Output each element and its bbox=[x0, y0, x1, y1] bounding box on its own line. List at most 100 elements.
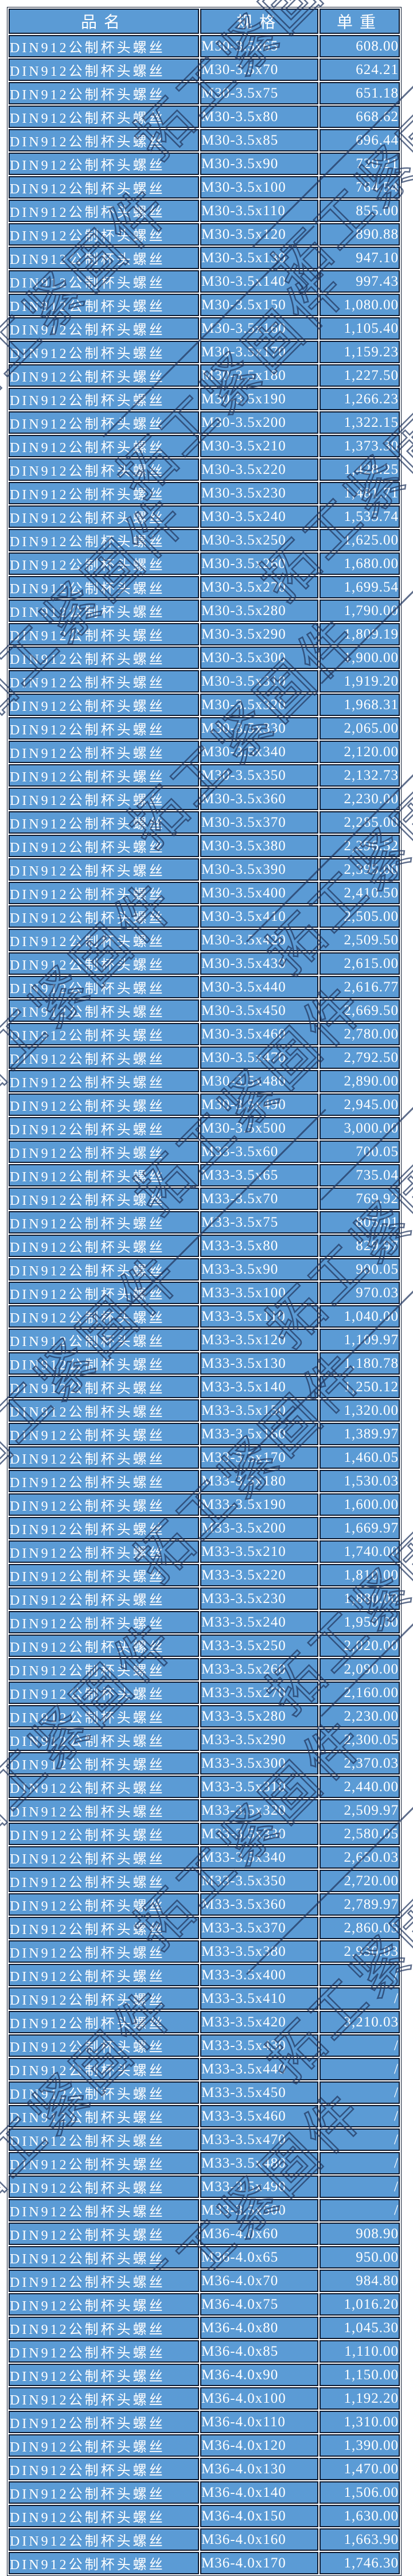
table-row: DIN912公制杯头螺丝 M30-3.5x350 2,132.73 bbox=[9, 764, 400, 787]
spec-cell: M30-3.5x290 bbox=[200, 623, 318, 645]
unit-weight-cell: 1,250.12 bbox=[320, 1376, 400, 1398]
product-name-cell: DIN912公制杯头螺丝 bbox=[9, 811, 199, 834]
product-name-cell: DIN912公制杯头螺丝 bbox=[9, 505, 199, 528]
table-row: DIN912公制杯头螺丝 M33-3.5x440/ bbox=[9, 2058, 400, 2080]
spec-cell: M30-3.5x160 bbox=[200, 317, 318, 340]
spec-cell: M36-4.0x75 bbox=[200, 2293, 318, 2316]
table-row: DIN912公制杯头螺丝 M33-3.5x210 1,740.00 bbox=[9, 1540, 400, 1563]
table-row: DIN912公制杯头螺丝 M33-3.5x460/ bbox=[9, 2105, 400, 2127]
table-row: DIN912公制杯头螺丝 M33-3.5x190 1,600.00 bbox=[9, 1493, 400, 1516]
spec-cell: M30-3.5x480 bbox=[200, 1070, 318, 1092]
spec-cell: M33-3.5x70 bbox=[200, 1188, 318, 1210]
table-row: DIN912公制杯头螺丝 M30-3.5x160 1,105.40 bbox=[9, 317, 400, 340]
product-name-cell: DIN912公制杯头螺丝 bbox=[9, 1752, 199, 1775]
product-name-cell: DIN912公制杯头螺丝 bbox=[9, 2058, 199, 2080]
unit-weight-cell: 1,266.23 bbox=[320, 388, 400, 410]
unit-weight-cell: 1,080.00 bbox=[320, 294, 400, 316]
table-row: DIN912公制杯头螺丝 M33-3.5x280 2,230.00 bbox=[9, 1705, 400, 1727]
unit-weight-cell: 1,810.00 bbox=[320, 1564, 400, 1586]
table-row: DIN912公制杯头螺丝 M30-3.5x210 1,373.30 bbox=[9, 435, 400, 457]
spec-cell: M30-3.5x260 bbox=[200, 552, 318, 575]
product-name-cell: DIN912公制杯头螺丝 bbox=[9, 858, 199, 881]
product-name-cell: DIN912公制杯头螺丝 bbox=[9, 2387, 199, 2410]
table-row: DIN912公制杯头螺丝 M30-3.5x130 947.10 bbox=[9, 247, 400, 269]
spec-cell: M33-3.5x130 bbox=[200, 1352, 318, 1375]
unit-weight-cell: / bbox=[320, 2199, 400, 2221]
product-name-cell: DIN912公制杯头螺丝 bbox=[9, 2246, 199, 2268]
product-name-cell: DIN912公制杯头螺丝 bbox=[9, 1258, 199, 1281]
spec-cell: M33-3.5x480 bbox=[200, 2152, 318, 2174]
col-header-spec: 规格 bbox=[200, 9, 318, 34]
spec-cell: M36-4.0x100 bbox=[200, 2387, 318, 2410]
unit-weight-cell: 890.88 bbox=[320, 223, 400, 246]
product-name-cell: DIN912公制杯头螺丝 bbox=[9, 1658, 199, 1680]
spec-cell: M33-3.5x230 bbox=[200, 1587, 318, 1610]
table-row: DIN912公制杯头螺丝 M30-3.5x500 3,000.00 bbox=[9, 1117, 400, 1139]
table-row: DIN912公制杯头螺丝 M30-3.5x100 764.54 bbox=[9, 176, 400, 199]
unit-weight-cell: 2,296.52 bbox=[320, 835, 400, 857]
spec-cell: M33-3.5x280 bbox=[200, 1705, 318, 1727]
product-name-cell: DIN912公制杯头螺丝 bbox=[9, 1141, 199, 1163]
col-header-unit-weight: 单重 bbox=[320, 9, 400, 34]
product-name-cell: DIN912公制杯头螺丝 bbox=[9, 1940, 199, 1963]
table-row: DIN912公制杯头螺丝 M36-4.0x60 908.90 bbox=[9, 2223, 400, 2245]
table-row: DIN912公制杯头螺丝 M36-4.0x120 1,390.00 bbox=[9, 2434, 400, 2457]
table-row: DIN912公制杯头螺丝 M30-3.5x320 1,968.31 bbox=[9, 694, 400, 716]
product-name-cell: DIN912公制杯头螺丝 bbox=[9, 2528, 199, 2551]
product-name-cell: DIN912公制杯头螺丝 bbox=[9, 59, 199, 81]
unit-weight-cell: 700.05 bbox=[320, 1141, 400, 1163]
unit-weight-cell: / bbox=[320, 2081, 400, 2104]
spec-cell: M33-3.5x450 bbox=[200, 2081, 318, 2104]
unit-weight-cell: 2,160.00 bbox=[320, 1682, 400, 1704]
unit-weight-cell: 1,470.00 bbox=[320, 2458, 400, 2480]
product-name-cell: DIN912公制杯头螺丝 bbox=[9, 1682, 199, 1704]
unit-weight-cell: 1,016.20 bbox=[320, 2293, 400, 2316]
table-row: DIN912公制杯头螺丝 M30-3.5x150 1,080.00 bbox=[9, 294, 400, 316]
spec-cell: M30-3.5x340 bbox=[200, 741, 318, 763]
table-row: DIN912公制杯头螺丝 M30-3.5x330 2,065.00 bbox=[9, 717, 400, 740]
spec-cell: M30-3.5x450 bbox=[200, 999, 318, 1022]
product-name-cell: DIN912公制杯头螺丝 bbox=[9, 670, 199, 692]
spec-cell: M33-3.5x320 bbox=[200, 1799, 318, 1822]
table-row: DIN912公制杯头螺丝 M30-3.5x310 1,919.20 bbox=[9, 670, 400, 692]
table-row: DIN912公制杯头螺丝 M30-3.5x300 1,900.00 bbox=[9, 647, 400, 669]
spec-cell: M30-3.5x210 bbox=[200, 435, 318, 457]
table-row: DIN912公制杯头螺丝 M33-3.5x430/ bbox=[9, 2034, 400, 2057]
spec-cell: M30-3.5x310 bbox=[200, 670, 318, 692]
unit-weight-cell: 1,699.54 bbox=[320, 576, 400, 598]
unit-weight-cell: 1,109.97 bbox=[320, 1329, 400, 1351]
spec-cell: M33-3.5x500 bbox=[200, 2199, 318, 2221]
table-row: DIN912公制杯头螺丝 M30-3.5x470 2,792.50 bbox=[9, 1046, 400, 1069]
product-name-cell: DIN912公制杯头螺丝 bbox=[9, 1611, 199, 1633]
unit-weight-cell: / bbox=[320, 2128, 400, 2151]
unit-weight-cell: 1,630.00 bbox=[320, 2505, 400, 2527]
unit-weight-cell: 2,300.05 bbox=[320, 1729, 400, 1751]
spec-cell: M33-3.5x240 bbox=[200, 1611, 318, 1633]
unit-weight-cell: 1,950.00 bbox=[320, 1611, 400, 1633]
table-row: DIN912公制杯头螺丝 M36-4.0x170 1,746.30 bbox=[9, 2552, 400, 2574]
unit-weight-cell: 1,680.00 bbox=[320, 552, 400, 575]
table-row: DIN912公制杯头螺丝 M36-4.0x85 1,110.00 bbox=[9, 2340, 400, 2363]
spec-cell: M30-3.5x170 bbox=[200, 341, 318, 363]
spec-cell: M33-3.5x250 bbox=[200, 1635, 318, 1657]
unit-weight-cell: 2,020.00 bbox=[320, 1635, 400, 1657]
spec-cell: M30-3.5x65 bbox=[200, 35, 318, 57]
unit-weight-cell: 2,860.05 bbox=[320, 1917, 400, 1939]
unit-weight-cell: 1,150.00 bbox=[320, 2364, 400, 2386]
spec-cell: M33-3.5x290 bbox=[200, 1729, 318, 1751]
unit-weight-cell: 2,509.97 bbox=[320, 1799, 400, 1822]
unit-weight-cell: 608.00 bbox=[320, 35, 400, 57]
table-row: DIN912公制杯头螺丝 M33-3.5x330 2,580.05 bbox=[9, 1823, 400, 1845]
spec-cell: M30-3.5x370 bbox=[200, 811, 318, 834]
unit-weight-cell: 1,159.23 bbox=[320, 341, 400, 363]
product-name-cell: DIN912公制杯头螺丝 bbox=[9, 482, 199, 504]
unit-weight-cell: 908.90 bbox=[320, 2223, 400, 2245]
unit-weight-cell: 3,210.03 bbox=[320, 2011, 400, 2033]
product-name-cell: DIN912公制杯头螺丝 bbox=[9, 317, 199, 340]
unit-weight-cell: 805.01 bbox=[320, 1211, 400, 1233]
product-name-cell: DIN912公制杯头螺丝 bbox=[9, 929, 199, 951]
product-name-cell: DIN912公制杯头螺丝 bbox=[9, 2176, 199, 2198]
product-name-cell: DIN912公制杯头螺丝 bbox=[9, 176, 199, 199]
unit-weight-cell: 2,789.97 bbox=[320, 1893, 400, 1916]
product-name-cell: DIN912公制杯头螺丝 bbox=[9, 2128, 199, 2151]
